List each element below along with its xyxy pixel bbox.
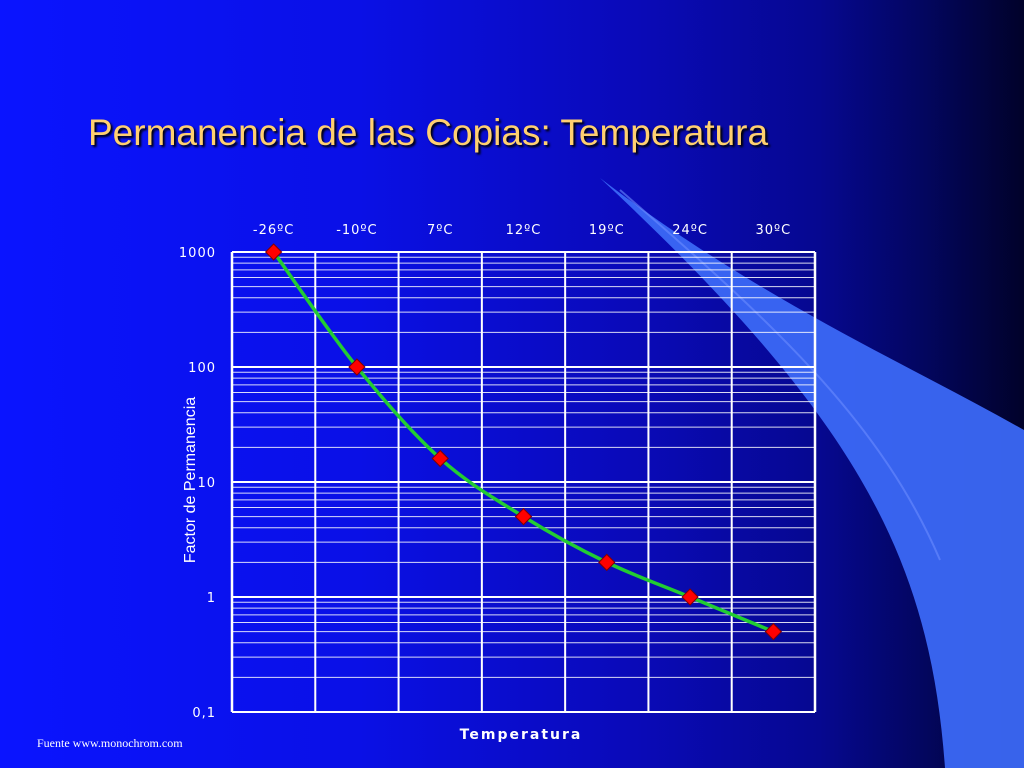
data-point-marker [348, 358, 366, 376]
x-axis-title: Temperatura [460, 727, 583, 743]
data-point-marker [514, 507, 533, 526]
y-tick-label: 0,1 [192, 706, 216, 721]
x-tick-label: 24ºC [672, 223, 708, 238]
data-point-marker [681, 588, 699, 606]
x-tick-label: -10ºC [336, 223, 377, 238]
data-point-marker [598, 553, 616, 572]
source-note: Fuente www.monochrom.com [37, 736, 183, 750]
x-tick-label: 30ºC [755, 223, 791, 238]
x-tick-label: 12ºC [506, 223, 542, 238]
major-gridlines [232, 251, 815, 713]
series-line-path [272, 250, 775, 634]
y-tick-label: 100 [188, 361, 216, 376]
y-tick-label: 1 [207, 591, 216, 606]
y-tick-label: 10 [197, 476, 216, 491]
series-markers [264, 243, 783, 641]
data-point-marker [764, 622, 783, 641]
y-axis-title: Factor de Permanencia [182, 397, 199, 563]
series-line [272, 250, 775, 634]
vertical-gridlines [230, 252, 817, 712]
x-tick-label: 19ºC [589, 223, 625, 238]
x-tick-label: 7ºC [427, 223, 453, 238]
data-point-marker [264, 243, 283, 261]
x-tick-labels: -26ºC -10ºC 7ºC 12ºC 19ºC 24ºC 30ºC [253, 223, 791, 238]
x-tick-label: -26ºC [253, 223, 294, 238]
y-tick-labels: 1000 100 10 1 0,1 [179, 246, 216, 721]
slide-title: Permanencia de las Copias: Temperatura [88, 112, 769, 153]
y-tick-label: 1000 [179, 246, 216, 261]
data-point-marker [431, 449, 449, 468]
